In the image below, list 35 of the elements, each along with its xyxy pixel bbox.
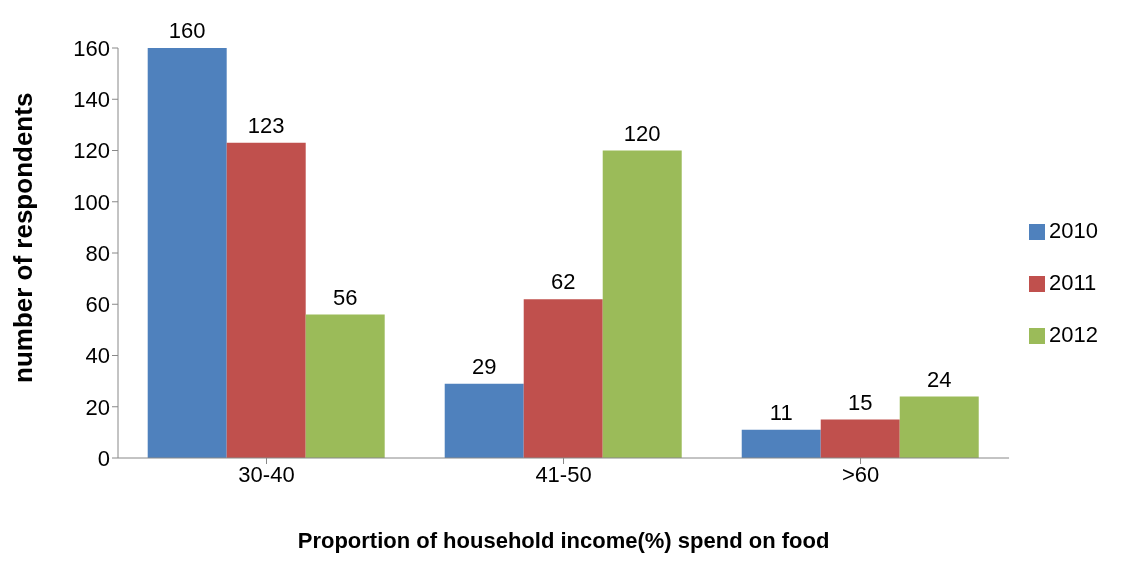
data-label: 15: [847, 389, 873, 415]
y-tick-label: 120: [73, 138, 110, 164]
y-tick-label: 140: [73, 87, 110, 113]
bar: [899, 396, 979, 458]
legend-label: 2010: [1049, 218, 1098, 243]
x-axis-title: Proportion of household income(%) spend on food: [297, 528, 830, 553]
y-tick-label: 40: [85, 343, 110, 369]
data-label: 11: [769, 399, 793, 425]
bar: [226, 142, 306, 458]
legend-label: 2011: [1049, 270, 1097, 295]
x-tick-label: 41-50: [535, 461, 592, 487]
y-tick-label: 100: [73, 189, 110, 215]
data-label: 24: [926, 366, 952, 392]
y-tick-label: 80: [85, 240, 110, 266]
y-tick-label: 20: [85, 394, 110, 420]
y-tick-label: 60: [85, 292, 110, 318]
legend-label: 2012: [1049, 322, 1098, 347]
data-label: 62: [550, 269, 576, 295]
data-label: 56: [332, 284, 358, 310]
bar: [741, 429, 821, 458]
y-axis-title: number of respondents: [8, 92, 39, 383]
y-tick-label: 160: [73, 35, 110, 61]
data-label: 29: [471, 353, 497, 379]
data-label: 123: [247, 112, 285, 138]
bar: [305, 314, 385, 458]
bar: [523, 299, 603, 458]
data-label: 160: [168, 18, 206, 43]
bar: [820, 419, 900, 458]
x-tick-label: 30-40: [238, 461, 295, 487]
data-label: 120: [623, 120, 661, 146]
y-tick-label: 0: [97, 445, 110, 471]
bar: [147, 48, 227, 458]
bar: [444, 383, 524, 458]
bar: [602, 150, 682, 458]
x-tick-label: >60: [841, 461, 880, 487]
